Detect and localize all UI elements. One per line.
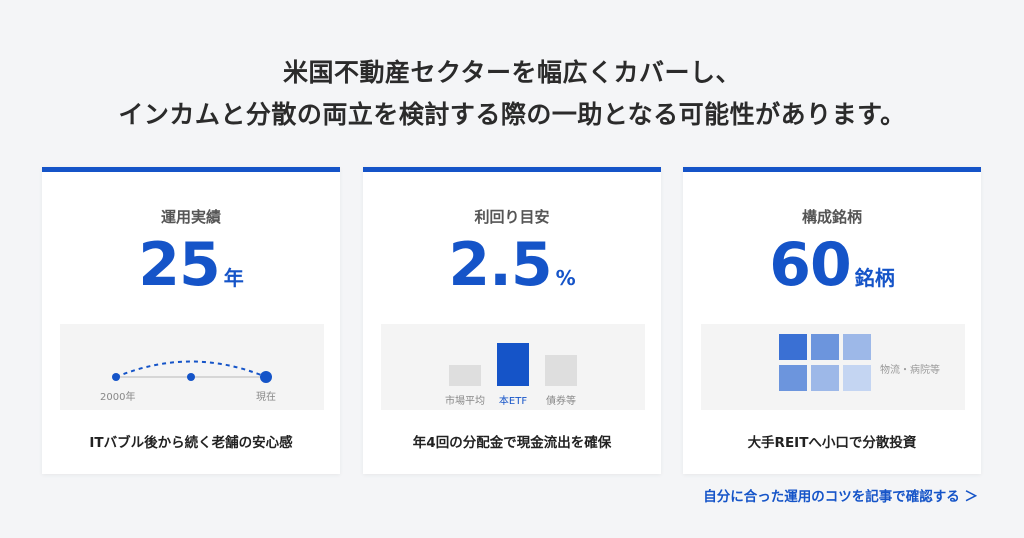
headline: 米国不動産セクターを幅広くカバーし、 インカムと分散の両立を検討する際の一助とな… <box>0 52 1024 136</box>
timeline-start-dot <box>112 373 120 381</box>
card-caption: 大手REITへ小口で分散投資 <box>747 435 917 451</box>
timeline-mid-dot <box>187 373 195 381</box>
stat-value: 25 年 <box>42 230 340 300</box>
holding-square-4 <box>811 365 839 391</box>
stat-card-track-record: 運用実績 25 年 2000年 現在 ITバブル後から続く老舗の安心感 <box>42 167 340 474</box>
stat-value: 2.5% <box>363 230 661 300</box>
holdings-grid-visual: 物流・病院等 <box>701 324 965 410</box>
card-caption: ITバブル後から続く老舗の安心感 <box>89 435 293 451</box>
card-label: 利回り目安 <box>474 208 550 226</box>
timeline-visual: 2000年 現在 <box>60 324 324 410</box>
holding-square-0 <box>779 334 807 360</box>
timeline-graphic <box>112 360 272 383</box>
grid-label: 物流・病院等 <box>880 365 940 376</box>
yield-comparison-visual: 市場平均 本ETF 債券等 <box>381 324 645 410</box>
stat-unit: 年 <box>223 266 244 290</box>
bar-1 <box>497 343 529 386</box>
stat-unit: % <box>555 266 576 290</box>
bar-label-1: 本ETF <box>498 396 528 407</box>
stat-value: 60 銘柄 <box>683 230 981 300</box>
stat-card-yield: 利回り目安 2.5% 市場平均 本ETF 債券等 年4回の分配金で現金流出を確保 <box>363 167 661 474</box>
stat-number: 60 <box>769 230 851 300</box>
holding-square-1 <box>811 334 839 360</box>
holding-square-3 <box>779 365 807 391</box>
bar-label-2: 債券等 <box>546 396 576 407</box>
holding-square-2 <box>843 334 871 360</box>
timeline-arc <box>115 360 267 378</box>
headline-line-2: インカムと分散の両立を検討する際の一助となる可能性があります。 <box>118 100 906 129</box>
stat-card-holdings: 構成銘柄 60 銘柄 物流・病院等 大手REITへ小口で分散投資 <box>683 167 981 474</box>
holding-square-5 <box>843 365 871 391</box>
bar-label-0: 市場平均 <box>445 396 485 407</box>
timeline-end-dot <box>260 371 272 383</box>
stat-number: 2.5 <box>448 230 552 300</box>
card-label: 構成銘柄 <box>801 208 862 226</box>
card-caption: 年4回の分配金で現金流出を確保 <box>412 435 612 451</box>
timeline-end-label: 現在 <box>256 392 276 403</box>
bar-0 <box>449 365 481 386</box>
headline-line-1: 米国不動産セクターを幅広くカバーし、 <box>282 58 741 87</box>
read-article-link[interactable]: 自分に合った運用のコツを記事で確認する ＞ <box>703 489 978 505</box>
stat-number: 25 <box>138 230 220 300</box>
timeline-start-label: 2000年 <box>100 392 136 403</box>
stat-unit: 銘柄 <box>854 266 895 290</box>
bar-2 <box>545 355 577 386</box>
card-label: 運用実績 <box>160 208 221 226</box>
